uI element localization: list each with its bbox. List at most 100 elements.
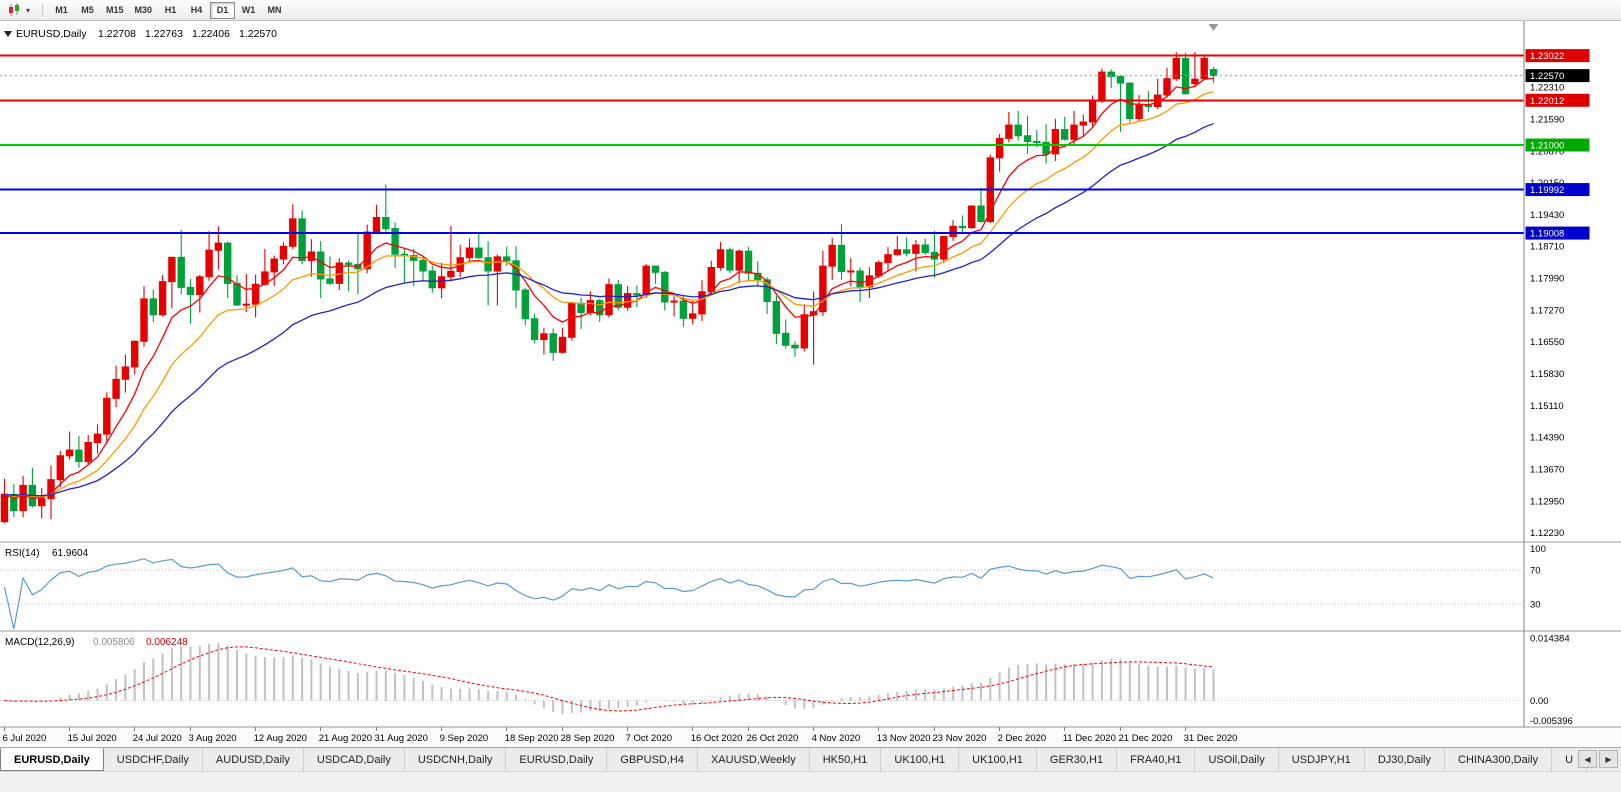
macd-label: MACD(12,26,9) [5,637,74,648]
tabs-scroll-left-button[interactable]: ◀ [1578,750,1597,768]
chart-tab-usdcad-daily-3[interactable]: USDCAD,Daily [303,748,405,771]
candle-body [233,282,241,306]
timeframe-button-m30[interactable]: M30 [134,5,153,15]
time-tick-label: 12 Aug 2020 [254,733,307,744]
candle-body [484,257,492,272]
chart-tab-xauusd-weekly-7[interactable]: XAUUSD,Weekly [697,748,810,771]
candle-body [1061,129,1069,140]
price-badge-1.21000 [1525,138,1590,152]
candle-body [772,301,781,334]
candle-body [1172,57,1180,80]
candle-body [651,265,660,273]
price-badge-1.19008-text: 1.19008 [1530,229,1564,240]
candle-body [1005,124,1013,139]
candle-body [196,276,204,295]
candle-body [1051,129,1060,155]
candle-body [875,262,883,277]
chart-tab-uk100-h1-9[interactable]: UK100,H1 [881,748,960,771]
chart-shift-triangle-icon[interactable] [1208,24,1219,31]
candle-body [0,493,9,523]
candle-body [298,218,306,261]
timeframe-button-m15[interactable]: M15 [106,5,124,15]
candle-body [391,228,399,255]
time-tick-label: 6 Jul 2020 [3,733,47,744]
chart-tab-hk50-h1-8[interactable]: HK50,H1 [809,748,882,771]
current-price-badge-text: 1.22570 [1530,71,1564,82]
candle-body [698,291,706,315]
candle-body [633,293,641,296]
chart-tab-usdjpy-h1-14[interactable]: USDJPY,H1 [1278,748,1365,771]
candle-body [837,244,846,272]
candle-body [465,247,474,259]
timeframe-button-m5[interactable]: M5 [81,5,94,15]
time-tick-label: 31 Dec 2020 [1184,733,1238,744]
chart-tab-ger30-h1-11[interactable]: GER30,H1 [1036,748,1118,771]
candle-body [428,270,437,289]
timeframe-button-h1[interactable]: H1 [164,5,177,15]
time-tick-label: 31 Aug 2020 [375,733,428,744]
candle-body [977,205,985,222]
time-tick-label: 26 Oct 2020 [747,733,799,744]
chart-tab-usdcnh-daily-4[interactable]: USDCNH,Daily [404,748,507,771]
candle-body [689,313,697,319]
candle-body [856,270,864,288]
timeframe-button-m1[interactable]: M1 [55,5,68,15]
chart-tab-uk100-h1-10[interactable]: UK100,H1 [959,748,1037,771]
tab-scroll-buttons: ◀ ▶ [1578,750,1618,768]
candle-body [912,244,920,254]
candle-body [205,249,213,278]
chart-tab-audusd-daily-2[interactable]: AUDUSD,Daily [202,748,304,771]
timeframe-button-h4[interactable]: H4 [190,5,203,15]
candle-body [363,231,371,270]
chart-tab-usoil-daily-13[interactable]: USOil,Daily [1195,748,1279,771]
candle-body [158,281,167,316]
candle-body [344,262,353,265]
candle-body [214,242,223,251]
candle-body [549,333,557,353]
tabs-scroll-right-button[interactable]: ▶ [1599,750,1618,768]
candle-body [419,259,427,272]
price-badge-1.19992-text: 1.19992 [1530,185,1564,196]
chart-tab-usdchf-daily-1[interactable]: USDCHF,Daily [103,748,203,771]
chart-tab-bar: EURUSD,Daily USDCHF,Daily AUDUSD,Daily USDC… [0,747,1621,771]
chart-tab-gbpusd-h4-6[interactable]: GBPUSD,H4 [607,748,698,771]
price-tick-label: 1.19430 [1530,210,1564,221]
chart-type-dropdown-icon[interactable]: ▾ [26,5,31,15]
candle-body [270,258,278,273]
candle-body [1033,140,1041,143]
candle-body [1014,124,1022,137]
chart-tab-eurusd-daily-0[interactable]: EURUSD,Daily [0,748,104,771]
candle-body [568,302,576,338]
ma-medium-line [4,90,1214,498]
macd-axis-label: 0.00 [1530,696,1549,707]
time-axis[interactable] [0,727,1621,747]
status-bar [0,771,1621,792]
time-tick-label: 7 Oct 2020 [626,733,672,744]
timeframe-button-d1[interactable]: D1 [210,1,236,19]
candle-body [168,256,176,283]
timeframe-button-mn[interactable]: MN [267,5,282,15]
chart-tab-china300-daily-16[interactable]: CHINA300,Daily [1445,748,1553,771]
candlestick-glyph [9,3,19,16]
candle-body [503,256,511,262]
ma-fast-line [4,77,1214,499]
macd-main-value: 0.005806 [93,637,135,648]
chart-title: EURUSD,Daily [16,28,87,40]
candle-body [623,293,632,308]
chart-tab-dj30-daily-15[interactable]: DJ30,Daily [1364,748,1445,771]
chart-plot-area[interactable] [0,23,1524,542]
current-price-badge [1525,69,1590,83]
chart-tab-fra40-h1-12[interactable]: FRA40,H1 [1117,748,1196,771]
chart-tab-eurusd-daily-5[interactable]: EURUSD,Daily [506,748,608,771]
rsi-line [3,558,1214,630]
timeframe-button-w1[interactable]: W1 [241,5,256,15]
candle-body [1070,124,1078,140]
candle-body [902,249,911,254]
price-badge-1.23022 [1525,49,1590,63]
top-toolbar: ▾ M1 M5 M15 M30 H1 H4 D1 W1 MN [0,0,1621,21]
candle-body [131,340,139,368]
candle-body [921,244,929,253]
candle-body [893,249,901,256]
chart-type-icon[interactable] [4,2,24,19]
candle-body [521,289,529,320]
